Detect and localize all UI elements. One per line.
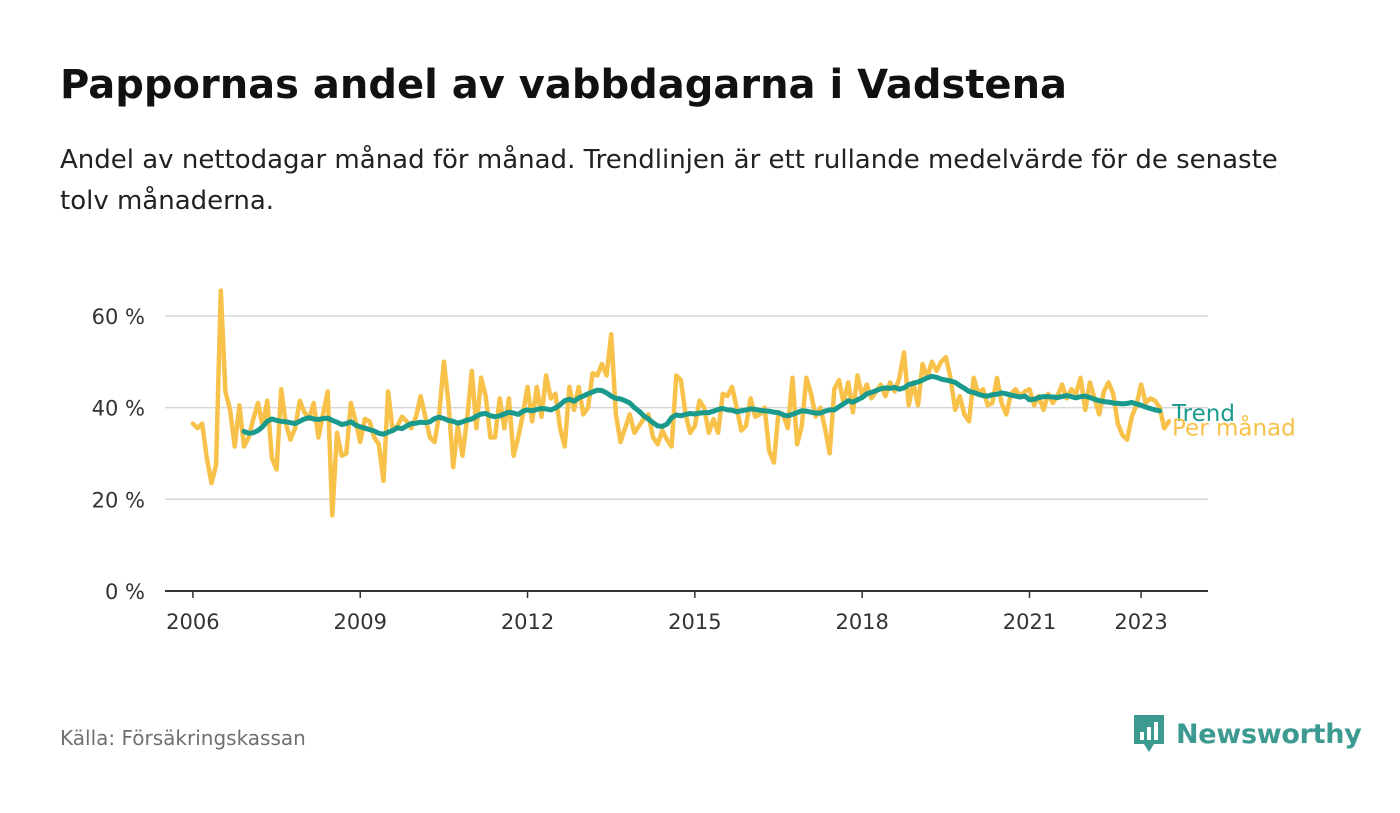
brand-name: Newsworthy	[1176, 718, 1362, 750]
x-axis-tick-labels: 2006 2009 2012 2015 2018 2021 2023	[166, 591, 1168, 634]
y-axis-tick-labels: 0 % 20 % 40 % 60 %	[92, 305, 145, 604]
y-tick-label: 40 %	[92, 397, 145, 421]
series-label-trend: Trend	[1171, 401, 1235, 427]
chart-title: Pappornas andel av vabbdagarna i Vadsten…	[60, 62, 1068, 108]
x-tick-label: 2015	[668, 610, 721, 634]
x-tick-label: 2006	[166, 610, 219, 634]
source-note: Källa: Försäkringskassan	[60, 726, 306, 750]
brand-logo-block[interactable]: Newsworthy	[1132, 712, 1362, 756]
y-tick-label: 0 %	[105, 580, 145, 604]
series-lines	[190, 288, 1172, 518]
series-line-trend	[241, 373, 1163, 437]
x-tick-label: 2021	[1003, 610, 1056, 634]
series-label-per-manad: Per månad	[1172, 413, 1296, 441]
y-tick-label: 60 %	[92, 305, 145, 329]
newsworthy-logo-icon	[1134, 715, 1164, 752]
x-tick-label: 2012	[501, 610, 554, 634]
x-tick-label: 2023	[1114, 610, 1167, 634]
series-line-per-manad	[190, 288, 1172, 518]
y-tick-label: 20 %	[92, 488, 145, 512]
x-tick-label: 2018	[835, 610, 888, 634]
x-tick-label: 2009	[333, 610, 386, 634]
chart-subtitle: Andel av nettodagar månad för månad. Tre…	[60, 145, 1278, 216]
gridlines	[165, 315, 1208, 592]
